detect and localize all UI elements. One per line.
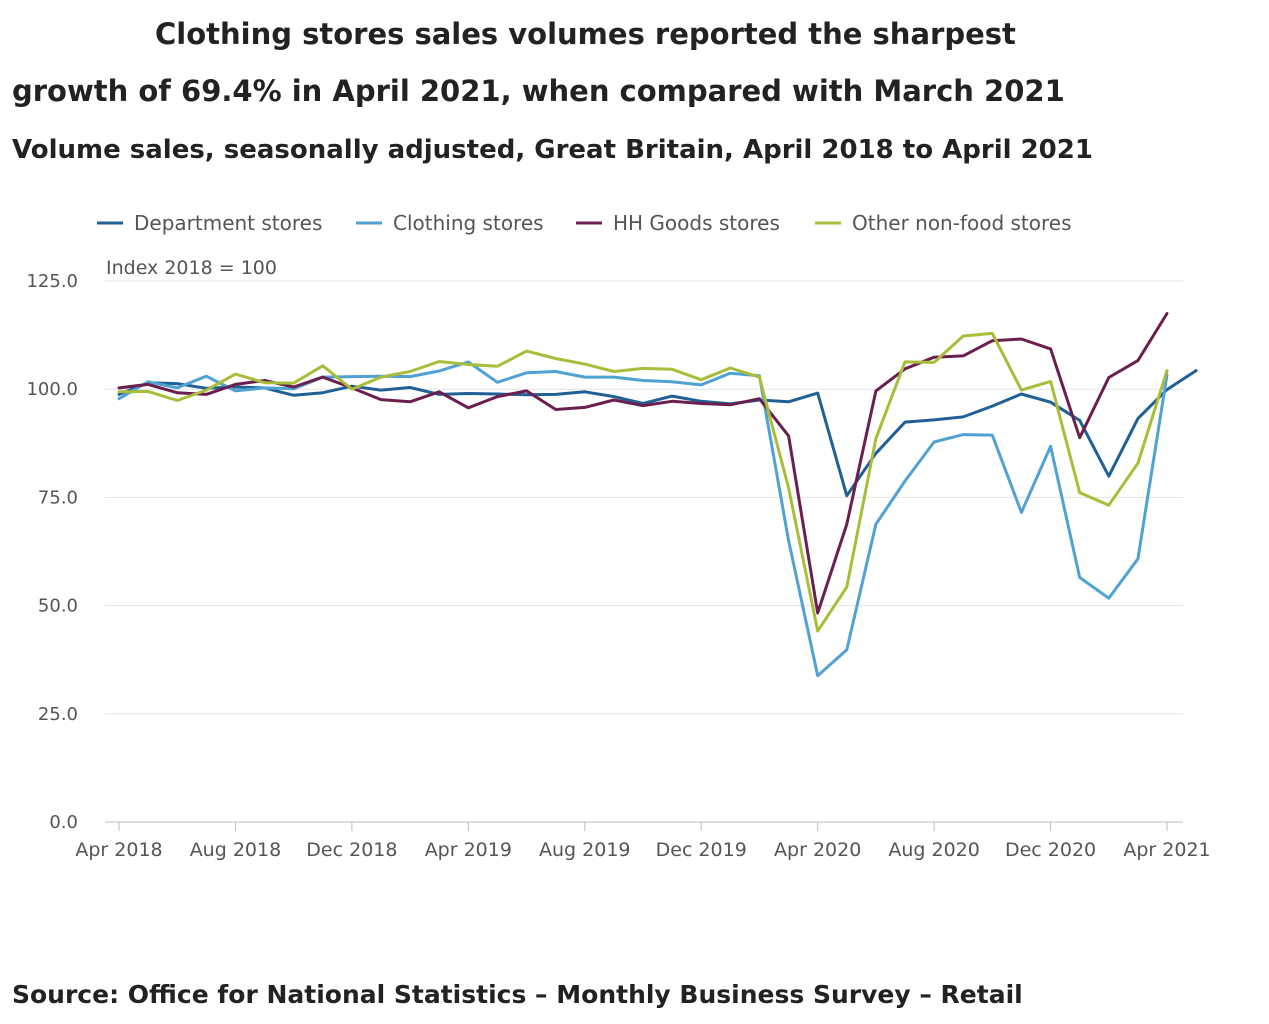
legend-item-4: Other non-food stores [852,211,1072,235]
y-tick-label: 50.0 [38,596,78,617]
series-line-1 [117,369,1198,498]
legend-item-3: HH Goods stores [613,211,780,235]
series-line-3 [117,312,1169,615]
legend-item-2: Clothing stores [393,211,544,235]
x-tick-label: Apr 2020 [774,839,861,861]
x-tick-label: Apr 2018 [75,839,162,861]
y-tick-label: 75.0 [38,487,78,508]
source-note: Source: Office for National Statistics –… [12,980,1023,1009]
series-line-2 [117,360,1169,678]
x-tick-label: Apr 2021 [1123,839,1210,861]
x-tick-label: Dec 2019 [656,839,747,861]
x-tick-label: Aug 2019 [539,839,631,861]
y-tick-label: 125.0 [26,271,78,292]
legend-item-1: Department stores [134,211,322,235]
line-chart: 0.0 25.0 50.0 75.0 100.0 125.0 Index 2018 = 10… [26,211,1210,861]
series-line-4 [117,331,1169,633]
chart-title-line-1: Clothing stores sales volumes reported t… [155,17,1016,51]
y-tick-label: 100.0 [26,379,78,400]
y-tick-label: 25.0 [38,704,78,725]
x-tick-label: Apr 2019 [425,839,512,861]
chart-title: Clothing stores sales volumes reported t… [12,6,1252,120]
chart-subtitle: Volume sales, seasonally adjusted, Great… [12,135,1093,165]
x-tick-label: Aug 2020 [888,839,980,861]
x-tick-label: Dec 2018 [306,839,397,861]
y-tick-label: 0.0 [49,812,78,833]
x-tick-label: Aug 2018 [190,839,282,861]
x-tick-label: Dec 2020 [1005,839,1096,861]
chart-title-line-2: growth of 69.4% in April 2021, when comp… [12,74,1065,108]
y-axis-label: Index 2018 = 100 [106,257,277,279]
